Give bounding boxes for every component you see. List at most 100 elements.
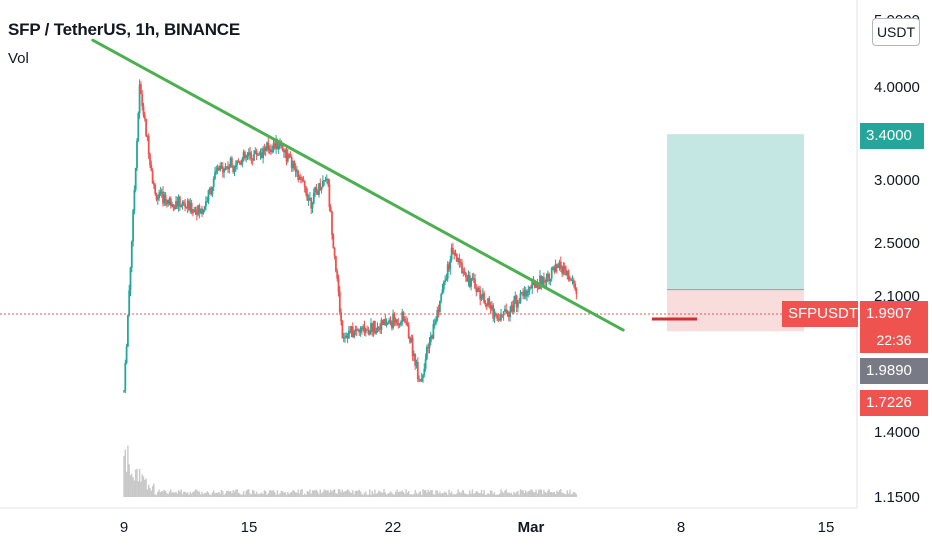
volume-bar [421,494,423,497]
volume-bar [332,489,334,497]
candle-body [341,320,344,339]
candle-body [163,194,166,204]
candle-body [381,319,384,325]
candle-body [483,293,485,303]
candle-body [519,293,522,303]
candle-body [450,247,453,260]
candle-body [383,319,385,325]
candle-body [263,148,266,151]
time-axis[interactable]: 9 15 22 Mar 8 15 [120,519,835,536]
candle-body [366,329,368,331]
volume-bar [358,489,360,497]
candle-body [155,193,158,200]
volume-bar [261,492,263,497]
candle-body [431,335,433,339]
price-axis[interactable]: 5.00004.00003.00002.50002.10001.40001.15… [874,12,920,506]
volume-bar [382,492,384,497]
price-tick-label: 3.0000 [874,172,920,189]
symbol-title[interactable]: SFP / TetherUS, 1h, BINANCE [8,20,241,39]
candle-body [514,295,517,300]
long-position-zones[interactable] [667,134,804,332]
volume-bar [179,491,181,497]
volume-bar [466,494,468,497]
candle-body [345,335,348,338]
volume-bar [480,490,483,497]
volume-legend[interactable]: Vol [8,50,29,67]
volume-bar [366,494,368,497]
volume-bar [291,491,293,497]
volume-bar [239,493,241,497]
volume-bar [387,493,389,497]
candle-body [465,273,467,278]
volume-bar [144,479,146,497]
candle-body [172,204,175,208]
volume-bar [323,489,325,497]
volume-bar [518,494,520,497]
volume-bar [164,491,167,497]
volume-bar [504,490,506,497]
volume-bar [398,491,401,497]
candle-body [228,166,231,170]
candle-body [455,254,458,262]
candle-body [565,269,567,276]
candle-body [539,275,541,289]
candle-body [180,206,183,208]
candle-body [470,278,472,287]
candle-body [301,177,303,180]
candle-body [267,142,270,151]
candle-body [543,277,545,281]
volume-bar [379,491,381,497]
candle-body [515,295,518,308]
candle-body [188,200,190,210]
volume-bar [354,491,357,497]
candle-body [509,311,511,317]
candle-body [445,278,448,281]
volume-bar [205,492,207,497]
candle-body [325,178,328,180]
candle-body [307,198,310,201]
volume-bar [185,492,188,497]
volume-bar [227,490,229,497]
candle-body [433,323,436,325]
volume-bar [201,491,203,497]
candle-body [467,275,470,282]
stop-zone[interactable] [667,289,804,332]
volume-bar [447,494,449,497]
volume-bar [470,493,472,497]
volume-bar [450,491,453,497]
target-zone[interactable] [667,134,804,290]
candle-body [199,208,202,213]
candle-body [361,327,363,330]
candle-body [454,254,457,256]
volume-bar [123,456,125,497]
candle-body [485,304,488,306]
candle-body [305,186,307,194]
candle-body [195,211,198,215]
volume-bar [519,489,522,497]
volume-bar [486,494,488,497]
volume-bar [506,492,509,497]
candle-body [292,161,294,169]
volume-bar [249,493,251,497]
candle-body [205,201,207,207]
trendline[interactable] [91,38,625,332]
currency-button[interactable]: USDT [872,18,920,46]
candle-body [448,264,450,270]
candle-body [348,330,350,339]
volume-bar [309,489,311,497]
candle-body [359,327,362,333]
candle-body [479,290,482,300]
volume-bar [279,493,281,497]
candle-body [309,197,311,199]
candle-body [472,278,475,280]
volume-bar [180,489,182,497]
candle-body [427,346,430,349]
candle-body [285,149,288,162]
volume-bar [328,492,331,497]
volume-bar [437,493,440,497]
candle-body [566,270,569,276]
candle-body [194,209,197,212]
volume-bar [372,493,375,497]
candle-body [570,279,573,281]
